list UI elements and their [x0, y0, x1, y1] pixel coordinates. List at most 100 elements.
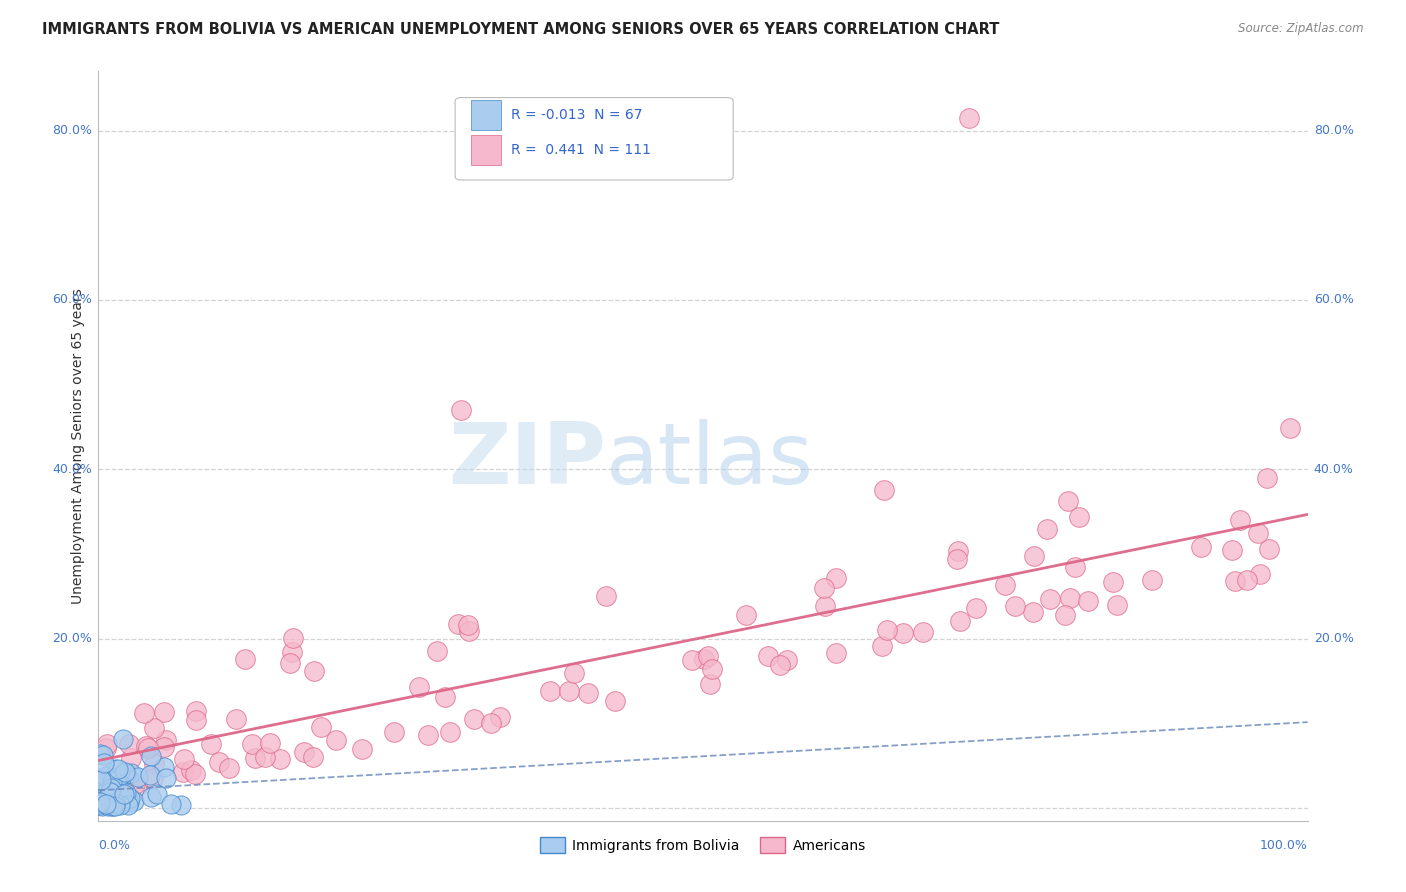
Point	[100, 780, 122, 795]
Point	[89, 797, 111, 812]
Point	[1022, 605, 1045, 619]
Point	[1229, 513, 1251, 527]
Point	[426, 644, 449, 658]
Point	[111, 790, 134, 805]
Point	[558, 684, 581, 698]
Point	[107, 769, 129, 783]
Point	[949, 614, 972, 628]
Point	[1258, 541, 1281, 556]
Y-axis label: Unemployment Among Seniors over 65 years: Unemployment Among Seniors over 65 years	[72, 288, 86, 604]
Point	[450, 403, 472, 417]
Point	[576, 686, 599, 700]
Point	[446, 616, 468, 631]
Point	[259, 735, 281, 749]
Point	[240, 737, 263, 751]
Point	[814, 599, 837, 614]
FancyBboxPatch shape	[456, 97, 734, 180]
Point	[104, 794, 127, 808]
Point	[124, 777, 146, 791]
Point	[200, 737, 222, 751]
Point	[463, 713, 485, 727]
Point	[112, 767, 135, 781]
Point	[93, 780, 115, 794]
Text: 60.0%: 60.0%	[52, 293, 93, 307]
Point	[408, 680, 430, 694]
Point	[112, 732, 135, 747]
Point	[434, 690, 457, 704]
Point	[1022, 549, 1045, 563]
Point	[302, 664, 325, 678]
Point	[96, 737, 118, 751]
Point	[139, 789, 162, 804]
Text: 80.0%: 80.0%	[1313, 124, 1354, 137]
Point	[120, 765, 142, 780]
Point	[110, 798, 132, 813]
Point	[103, 789, 125, 804]
Point	[118, 737, 141, 751]
Point	[735, 607, 758, 622]
Text: 40.0%: 40.0%	[52, 463, 93, 475]
Point	[180, 763, 202, 777]
Point	[135, 739, 157, 754]
Point	[489, 709, 512, 723]
Point	[103, 798, 125, 813]
Point	[1222, 543, 1244, 558]
Point	[89, 747, 111, 761]
Point	[946, 551, 969, 566]
Point	[111, 789, 134, 803]
Point	[756, 648, 779, 663]
Point	[1225, 574, 1247, 589]
Point	[693, 652, 716, 666]
Point	[1004, 599, 1026, 613]
Point	[98, 783, 121, 797]
Point	[107, 772, 129, 787]
Point	[101, 797, 124, 812]
Point	[184, 704, 207, 718]
Point	[93, 756, 115, 771]
Text: 40.0%: 40.0%	[1313, 463, 1354, 475]
Text: atlas: atlas	[606, 419, 814, 502]
Point	[1077, 593, 1099, 607]
Point	[139, 768, 162, 782]
Point	[153, 705, 176, 719]
Point	[94, 789, 117, 803]
Point	[100, 774, 122, 789]
Point	[697, 648, 720, 663]
Point	[98, 785, 121, 799]
Point	[965, 601, 987, 615]
Point	[98, 796, 121, 810]
Point	[173, 752, 195, 766]
Point	[1067, 509, 1090, 524]
Point	[873, 483, 896, 498]
Point	[1236, 573, 1258, 587]
Point	[439, 725, 461, 739]
Point	[132, 706, 155, 720]
Point	[142, 771, 165, 785]
Point	[538, 684, 561, 698]
Text: Source: ZipAtlas.com: Source: ZipAtlas.com	[1239, 22, 1364, 36]
Point	[1279, 421, 1302, 435]
Point	[120, 790, 142, 805]
Point	[94, 740, 117, 755]
Point	[813, 581, 835, 595]
Point	[876, 624, 898, 638]
Point	[142, 756, 165, 771]
Point	[117, 798, 139, 813]
Point	[115, 766, 138, 780]
Point	[1039, 591, 1062, 606]
Point	[457, 618, 479, 632]
Point	[278, 656, 301, 670]
Point	[1102, 575, 1125, 590]
Point	[97, 789, 120, 804]
Point	[96, 784, 118, 798]
Point	[184, 713, 207, 727]
Point	[104, 771, 127, 785]
Point	[100, 789, 122, 803]
Point	[122, 794, 145, 808]
Point	[125, 779, 148, 793]
Point	[97, 794, 120, 808]
Point	[142, 721, 165, 735]
Point	[96, 797, 118, 812]
Point	[170, 798, 193, 813]
Point	[824, 647, 846, 661]
